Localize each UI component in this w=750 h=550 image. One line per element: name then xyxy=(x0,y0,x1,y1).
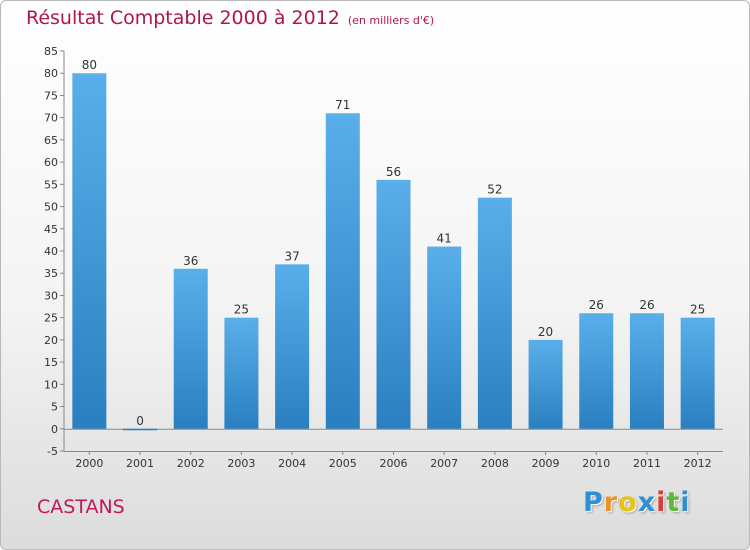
y-tick-label: 80 xyxy=(44,67,58,80)
bar-2005 xyxy=(325,113,360,429)
x-tick-label-2004: 2004 xyxy=(278,457,306,470)
x-tick-label-2011: 2011 xyxy=(633,457,661,470)
bar-2003 xyxy=(224,317,259,429)
y-tick-label: 10 xyxy=(44,378,58,391)
bar-2011 xyxy=(629,313,664,429)
logo-letter: P xyxy=(583,487,604,518)
y-tick-label: 25 xyxy=(44,312,58,325)
data-label-2007: 41 xyxy=(437,232,452,246)
bar-2008 xyxy=(477,197,512,429)
y-tick-label: 60 xyxy=(44,156,58,169)
data-label-2008: 52 xyxy=(487,183,502,197)
y-tick-label: 15 xyxy=(44,356,58,369)
y-tick-label: 65 xyxy=(44,134,58,147)
x-tick-label-2008: 2008 xyxy=(481,457,509,470)
x-tick-label-2009: 2009 xyxy=(532,457,560,470)
data-label-2005: 71 xyxy=(335,98,350,112)
data-label-2011: 26 xyxy=(639,298,654,312)
bar-2012 xyxy=(680,317,715,429)
logo-letter: x xyxy=(637,487,657,518)
x-tick-label-2005: 2005 xyxy=(329,457,357,470)
chart-title-text: Résultat Comptable 2000 à 2012 xyxy=(26,7,340,29)
bar-2009 xyxy=(528,339,563,429)
logo-letter: o xyxy=(618,487,638,518)
logo-letter: t xyxy=(666,487,681,518)
x-tick-label-2003: 2003 xyxy=(227,457,255,470)
x-tick-label-2001: 2001 xyxy=(126,457,154,470)
y-tick-label: 20 xyxy=(44,334,58,347)
x-tick-label-2006: 2006 xyxy=(380,457,408,470)
y-tick-label: 0 xyxy=(51,423,58,436)
data-label-2006: 56 xyxy=(386,165,401,179)
logo-letter: i xyxy=(680,487,691,518)
bar-2004 xyxy=(275,264,310,429)
y-tick-label: 75 xyxy=(44,89,58,102)
data-label-2004: 37 xyxy=(284,249,299,263)
data-label-2003: 25 xyxy=(234,303,249,317)
bar-2001 xyxy=(123,428,158,431)
x-tick-label-2000: 2000 xyxy=(75,457,103,470)
bar-2006 xyxy=(376,179,411,429)
data-label-2012: 25 xyxy=(690,303,705,317)
bar-2010 xyxy=(579,313,614,429)
y-tick-label: 85 xyxy=(44,45,58,58)
data-label-2002: 36 xyxy=(183,254,198,268)
x-tick-label-2012: 2012 xyxy=(684,457,712,470)
data-label-2000: 80 xyxy=(82,58,97,72)
data-label-2001: 0 xyxy=(136,414,144,428)
logo-letter: i xyxy=(656,487,667,518)
y-tick-label: 55 xyxy=(44,178,58,191)
proxiti-logo: Proxiti xyxy=(583,487,691,518)
y-tick-label: 45 xyxy=(44,223,58,236)
logo-letter: r xyxy=(603,487,619,518)
x-tick-label-2010: 2010 xyxy=(582,457,610,470)
y-tick-label: -5 xyxy=(47,445,58,458)
bar-2000 xyxy=(72,73,107,429)
y-tick-label: 50 xyxy=(44,201,58,214)
chart-subtitle: (en milliers d'€) xyxy=(347,14,435,27)
data-label-2009: 20 xyxy=(538,325,553,339)
y-tick-label: 70 xyxy=(44,112,58,125)
bar-2007 xyxy=(427,246,462,429)
y-tick-label: 5 xyxy=(51,401,58,414)
data-label-2010: 26 xyxy=(589,298,604,312)
y-tick-label: 35 xyxy=(44,267,58,280)
town-name: CASTANS xyxy=(37,496,125,518)
x-tick-label-2007: 2007 xyxy=(430,457,458,470)
chart-title: Résultat Comptable 2000 à 2012 (en millie… xyxy=(26,7,434,29)
y-tick-label: 30 xyxy=(44,289,58,302)
x-tick-label-2002: 2002 xyxy=(177,457,205,470)
bar-2002 xyxy=(173,268,208,429)
y-tick-label: 40 xyxy=(44,245,58,258)
